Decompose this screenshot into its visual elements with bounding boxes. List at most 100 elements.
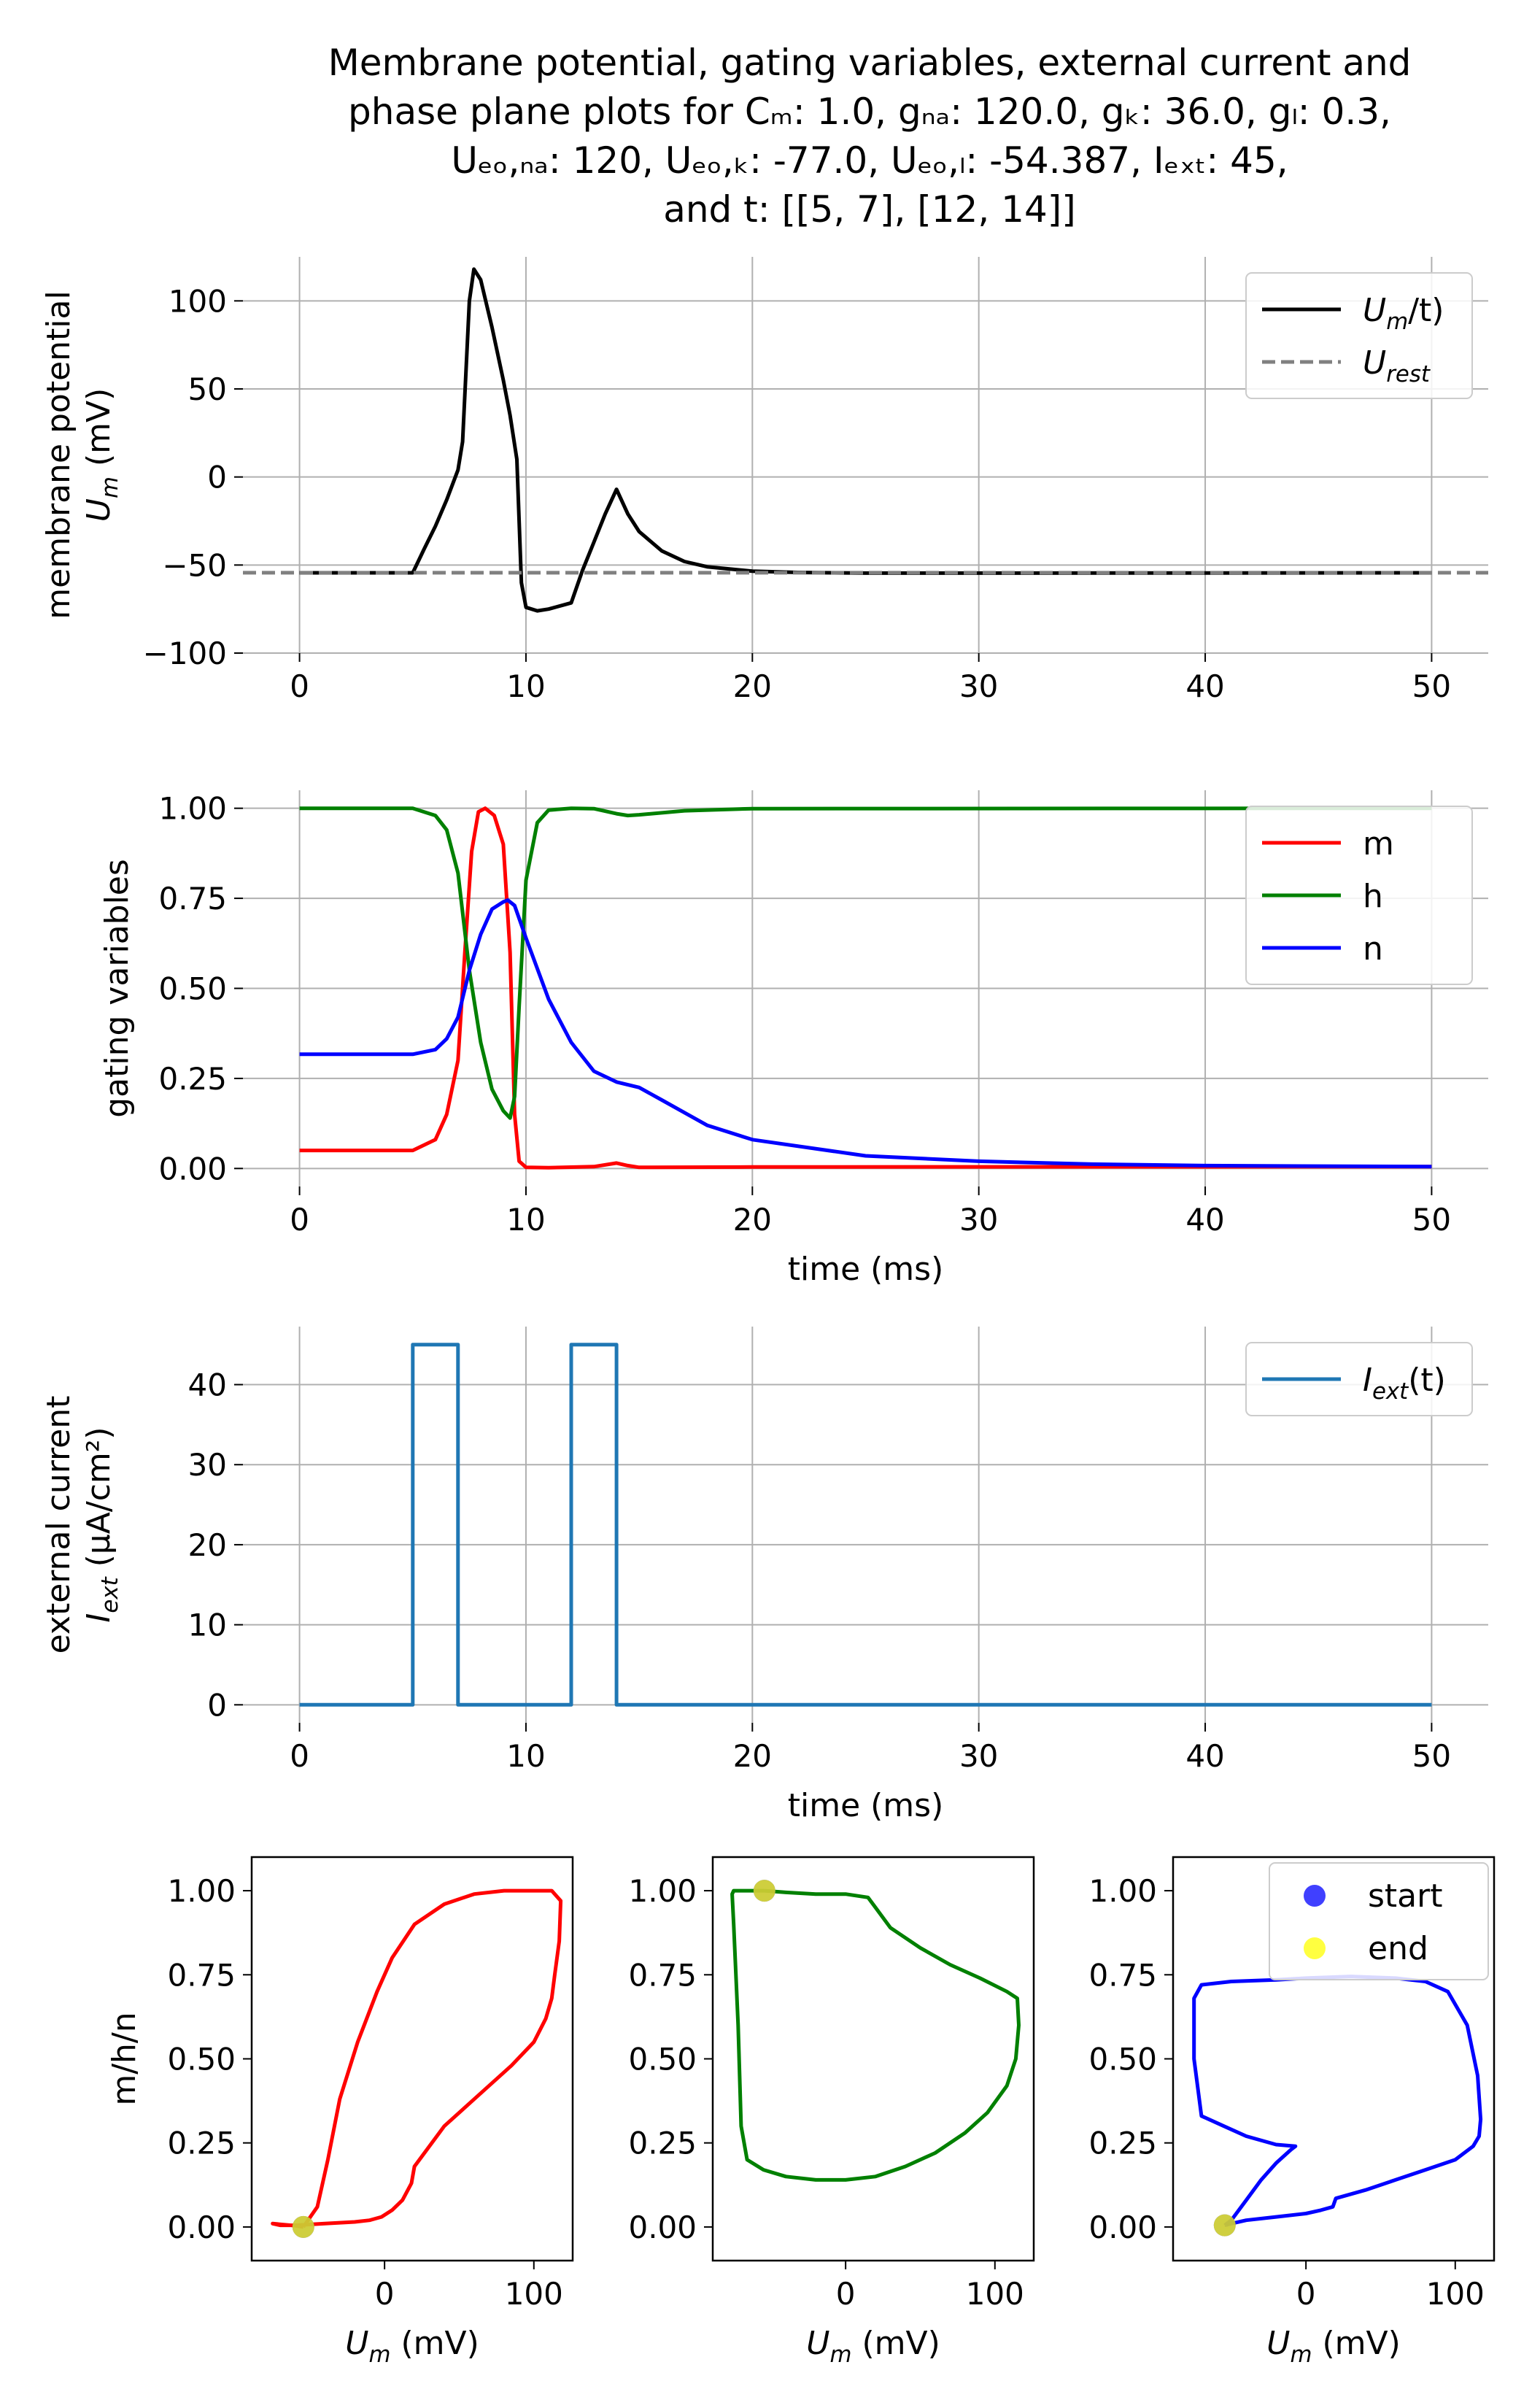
x-tick-label: 0 — [290, 1202, 309, 1238]
y-tick-label: 0.50 — [628, 2042, 697, 2077]
y-tick-label: 0.25 — [628, 2126, 697, 2161]
series-line-phase_n — [1192, 1975, 1483, 2228]
y-tick-label: 0.00 — [628, 2210, 697, 2245]
x-axis-label: time (ms) — [788, 1787, 944, 1824]
y-axis-label: gating variables — [98, 859, 136, 1118]
y-tick-label: 0 — [207, 460, 227, 495]
title-line-1: Membrane potential, gating variables, ex… — [328, 42, 1412, 84]
axes-gating: 0 10 20 30 40 50 0.00 0.25 0.50 0.75 1.00 time (ms)… — [98, 790, 1488, 1288]
x-tick-label: 0 — [1296, 2276, 1316, 2312]
x-tick-label: 30 — [959, 1738, 998, 1774]
y-tick-label: 0.75 — [158, 881, 227, 916]
x-tick-label: 40 — [1185, 668, 1224, 704]
series-line-phase_m — [271, 1888, 563, 2229]
figure-title: Membrane potential, gating variables, ex… — [328, 42, 1412, 231]
y-tick-label: −50 — [162, 547, 227, 583]
y-tick-label: 0.00 — [158, 1151, 227, 1186]
y-tick-label: 1.00 — [167, 1873, 236, 1909]
end-point — [292, 2215, 314, 2238]
y-tick-label: 0 — [207, 1687, 227, 1723]
x-tick-label: 40 — [1185, 1738, 1224, 1774]
y-tick-label: 0.25 — [158, 1061, 227, 1097]
x-tick-label: 50 — [1412, 1202, 1451, 1238]
y-tick-label: 1.00 — [1088, 1873, 1157, 1909]
y-tick-label: 0.50 — [1088, 2042, 1157, 2077]
series-line-n — [299, 898, 1432, 1169]
series-line-iextt — [299, 1343, 1432, 1707]
x-tick-label: 0 — [290, 1738, 309, 1774]
x-tick-label: 50 — [1412, 1738, 1451, 1774]
axes-frame — [250, 1856, 574, 2262]
y-tick-label: 100 — [169, 283, 227, 319]
axes-phase_m: 0 100 0.00 0.25 0.50 0.75 1.00 Um​ (mV) m/h/n — [106, 1856, 574, 2368]
y-axis-label: membrane potential — [40, 290, 77, 619]
y-tick-label: 1.00 — [628, 1873, 697, 1909]
x-tick-label: 30 — [959, 668, 998, 704]
axes-phase_h: 0 100 0.00 0.25 0.50 0.75 1.00 Um​ (mV) — [628, 1856, 1035, 2368]
x-tick-label: 0 — [375, 2276, 395, 2312]
title-line-2: phase plane plots for Cₘ: 1.0, gₙₐ: 120.… — [348, 90, 1391, 133]
y-tick-label: 40 — [188, 1367, 227, 1403]
x-axis-label: Um​ (mV) — [806, 2325, 940, 2368]
y-tick-label: 10 — [188, 1608, 227, 1643]
y-tick-label: 0.00 — [1088, 2210, 1157, 2245]
y-tick-label: 30 — [188, 1447, 227, 1483]
x-tick-label: 20 — [733, 1202, 772, 1238]
x-tick-label: 30 — [959, 1202, 998, 1238]
legend-label: n — [1363, 930, 1383, 968]
series-line-h — [299, 806, 1432, 1120]
x-tick-label: 10 — [506, 1202, 545, 1238]
y-tick-label: 0.25 — [1088, 2126, 1157, 2161]
series-line-m — [299, 806, 1432, 1170]
legend-label: Iext​(t) — [1363, 1362, 1446, 1405]
x-tick-label: 40 — [1185, 1202, 1224, 1238]
title-line-4: and t: [[5, 7], [12, 14]] — [663, 188, 1076, 231]
legend-box — [1245, 1342, 1473, 1416]
legend-label: m — [1363, 825, 1394, 863]
x-tick-label: 0 — [290, 668, 309, 704]
legend-box — [1245, 806, 1473, 985]
y-tick-label: 0.75 — [628, 1957, 697, 1993]
axes-current: 0 10 20 30 40 50 0 10 20 30 40 time (ms) external cu… — [40, 1327, 1488, 1824]
x-axis-label: Um​ (mV) — [1266, 2325, 1401, 2368]
legend-marker-end — [1304, 1937, 1326, 1959]
end-point — [753, 1880, 775, 1902]
x-tick-label: 20 — [733, 668, 772, 704]
x-axis-label: time (ms) — [788, 1251, 944, 1288]
x-axis-label: Um​ (mV) — [345, 2325, 479, 2368]
title-line-3: Uₑₒ,ₙₐ: 120, Uₑₒ,ₖ: -77.0, Uₑₒ,ₗ: -54.38… — [451, 139, 1288, 182]
x-tick-label: 0 — [836, 2276, 856, 2312]
x-tick-label: 20 — [733, 1738, 772, 1774]
end-point — [1213, 2214, 1236, 2237]
legend-label-end: end — [1368, 1930, 1428, 1967]
y-axis-label: m/h/n — [106, 2012, 143, 2105]
legend-label-start: start — [1368, 1878, 1442, 1915]
legend-marker-start — [1304, 1885, 1326, 1907]
y-tick-label: 0.50 — [158, 971, 227, 1007]
y-tick-label: −100 — [143, 636, 227, 671]
x-tick-label: 50 — [1412, 668, 1451, 704]
y-tick-label: 0.75 — [167, 1957, 236, 1993]
axes-frame — [711, 1856, 1035, 2262]
x-tick-label: 100 — [966, 2276, 1024, 2312]
x-tick-label: 100 — [1426, 2276, 1485, 2312]
y-tick-label: 20 — [188, 1527, 227, 1563]
y-tick-label: 50 — [188, 371, 227, 407]
x-tick-label: 100 — [505, 2276, 563, 2312]
y-tick-label: 0.00 — [167, 2210, 236, 2245]
series-line-phase_h — [730, 1888, 1021, 2182]
y-tick-label: 0.25 — [167, 2126, 236, 2161]
legend-label: Um​/t) — [1363, 292, 1444, 335]
y-tick-label: 0.75 — [1088, 1957, 1157, 1993]
y-tick-label: 0.50 — [167, 2042, 236, 2077]
axes-membrane: 0 10 20 30 40 50 −100 −50 0 50 100 membrane potenti… — [40, 257, 1488, 704]
legend-box — [1245, 272, 1473, 399]
axes-phase_n: 0 100 0.00 0.25 0.50 0.75 1.00 Um​ (mV) start end — [1088, 1856, 1496, 2368]
x-tick-label: 10 — [506, 668, 545, 704]
x-tick-label: 10 — [506, 1738, 545, 1774]
series-line-umt — [299, 267, 1432, 613]
legend-label: h — [1363, 878, 1383, 915]
y-tick-label: 1.00 — [158, 791, 227, 827]
